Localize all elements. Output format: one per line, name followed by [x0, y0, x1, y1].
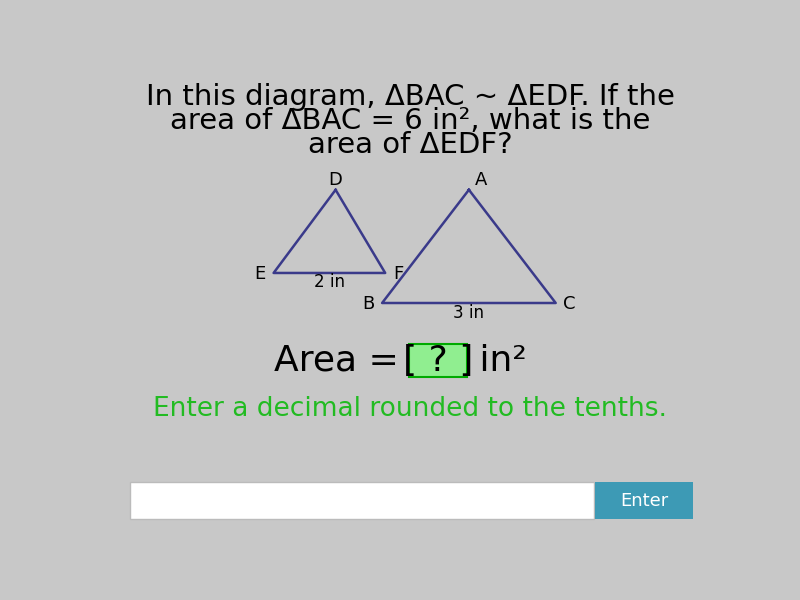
Text: 3 in: 3 in: [454, 304, 485, 322]
Text: B: B: [362, 295, 374, 313]
Text: Enter: Enter: [620, 492, 668, 510]
Text: Area =: Area =: [274, 344, 410, 378]
Text: Enter a decimal rounded to the tenths.: Enter a decimal rounded to the tenths.: [153, 396, 667, 422]
Text: D: D: [329, 170, 342, 188]
Text: In this diagram, ΔBAC ~ ΔEDF. If the: In this diagram, ΔBAC ~ ΔEDF. If the: [146, 83, 674, 112]
FancyBboxPatch shape: [594, 482, 694, 519]
Text: A: A: [475, 170, 487, 188]
FancyBboxPatch shape: [410, 344, 467, 377]
Text: area of ΔBAC = 6 in², what is the: area of ΔBAC = 6 in², what is the: [170, 107, 650, 136]
FancyBboxPatch shape: [130, 482, 594, 519]
Text: area of ΔEDF?: area of ΔEDF?: [308, 131, 512, 160]
Text: E: E: [254, 265, 266, 283]
Text: in²: in²: [468, 344, 527, 378]
Text: [ ? ]: [ ? ]: [403, 344, 474, 378]
Text: C: C: [563, 295, 575, 313]
Text: 2 in: 2 in: [314, 273, 345, 291]
Text: F: F: [394, 265, 404, 283]
